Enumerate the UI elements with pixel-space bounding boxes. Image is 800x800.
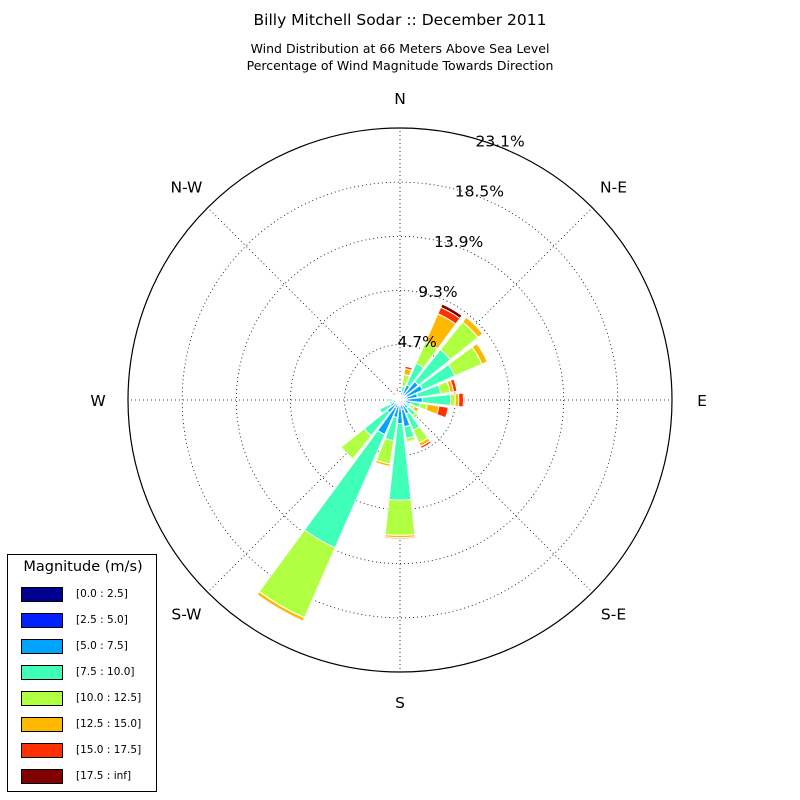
radial-tick-label: 9.3% <box>418 283 457 301</box>
windrose-wedge <box>461 316 484 339</box>
legend-label: [12.5 : 15.0] <box>76 718 142 730</box>
windrose-wedge <box>457 392 465 408</box>
windrose-wedge <box>440 303 463 320</box>
windrose-wedge <box>394 387 399 391</box>
legend-swatch <box>21 769 63 784</box>
windrose-wedge <box>419 440 433 450</box>
legend-label: [10.0 : 12.5] <box>76 692 142 704</box>
windrose-wedge <box>462 392 466 408</box>
radial-tick-label: 18.5% <box>455 183 504 201</box>
windrose-wedge <box>412 405 420 413</box>
direction-label-s: S <box>395 694 405 712</box>
legend-label: [15.0 : 17.5] <box>76 744 142 756</box>
windrose-wedge <box>387 398 394 402</box>
direction-label-w: W <box>90 392 105 410</box>
windrose-wedge <box>449 393 456 407</box>
direction-label-n-e: N-E <box>600 178 627 196</box>
grid-ring <box>181 181 619 619</box>
legend-swatch <box>21 691 63 706</box>
legend-swatch <box>21 613 63 628</box>
direction-label-s-e: S-E <box>601 606 626 624</box>
outer-circle <box>127 127 673 673</box>
windrose-wedge <box>471 342 488 365</box>
windrose-wedge <box>374 459 391 467</box>
legend-label: [7.5 : 10.0] <box>76 666 135 678</box>
chart-title: Billy Mitchell Sodar :: December 2011 <box>253 11 547 29</box>
windrose-wedge <box>449 378 458 393</box>
direction-label-n: N <box>394 90 406 108</box>
grid-spoke <box>399 399 593 593</box>
grid-spoke <box>207 399 401 593</box>
chart-subtitle-line2: Percentage of Wind Magnitude Towards Dir… <box>246 58 554 73</box>
legend-title: Magnitude (m/s) <box>23 559 143 575</box>
windrose-wedge <box>384 536 416 540</box>
windrose-wedge <box>258 529 336 619</box>
radial-tick-label: 4.7% <box>397 333 436 351</box>
legend-swatch <box>21 717 63 732</box>
legend: Magnitude (m/s) [0.0 : 2.5] [2.5 : 5.0] [5… <box>7 554 157 792</box>
legend-swatch <box>21 743 63 758</box>
legend-swatch <box>21 665 63 680</box>
windrose-wedge <box>256 590 306 622</box>
legend-label: [17.5 : inf] <box>76 770 132 782</box>
windrose-wedge <box>393 393 397 397</box>
direction-label-e: E <box>697 392 707 410</box>
grid-spoke <box>207 207 401 401</box>
windrose-wedge <box>405 438 417 444</box>
radial-tick-label: 23.1% <box>475 133 524 151</box>
direction-label-n-w: N-W <box>171 178 203 196</box>
windrose-wedge <box>411 411 420 420</box>
legend-label: [0.0 : 2.5] <box>76 588 128 600</box>
grid-spoke <box>399 207 593 401</box>
legend-label: [2.5 : 5.0] <box>76 614 128 626</box>
radial-tick-label: 13.9% <box>434 233 483 251</box>
legend-label: [5.0 : 7.5] <box>76 640 128 652</box>
windrose-wedge <box>340 428 372 460</box>
grid-ring <box>235 235 565 565</box>
chart-subtitle-line1: Wind Distribution at 66 Meters Above Sea… <box>250 41 550 56</box>
legend-swatch <box>21 587 63 602</box>
direction-label-s-w: S-W <box>171 606 201 624</box>
windrose-wedge <box>384 498 416 536</box>
grid-ring <box>290 290 510 510</box>
legend-swatch <box>21 639 63 654</box>
windrose-wedge <box>436 405 449 419</box>
windrose-wedge <box>404 365 414 372</box>
